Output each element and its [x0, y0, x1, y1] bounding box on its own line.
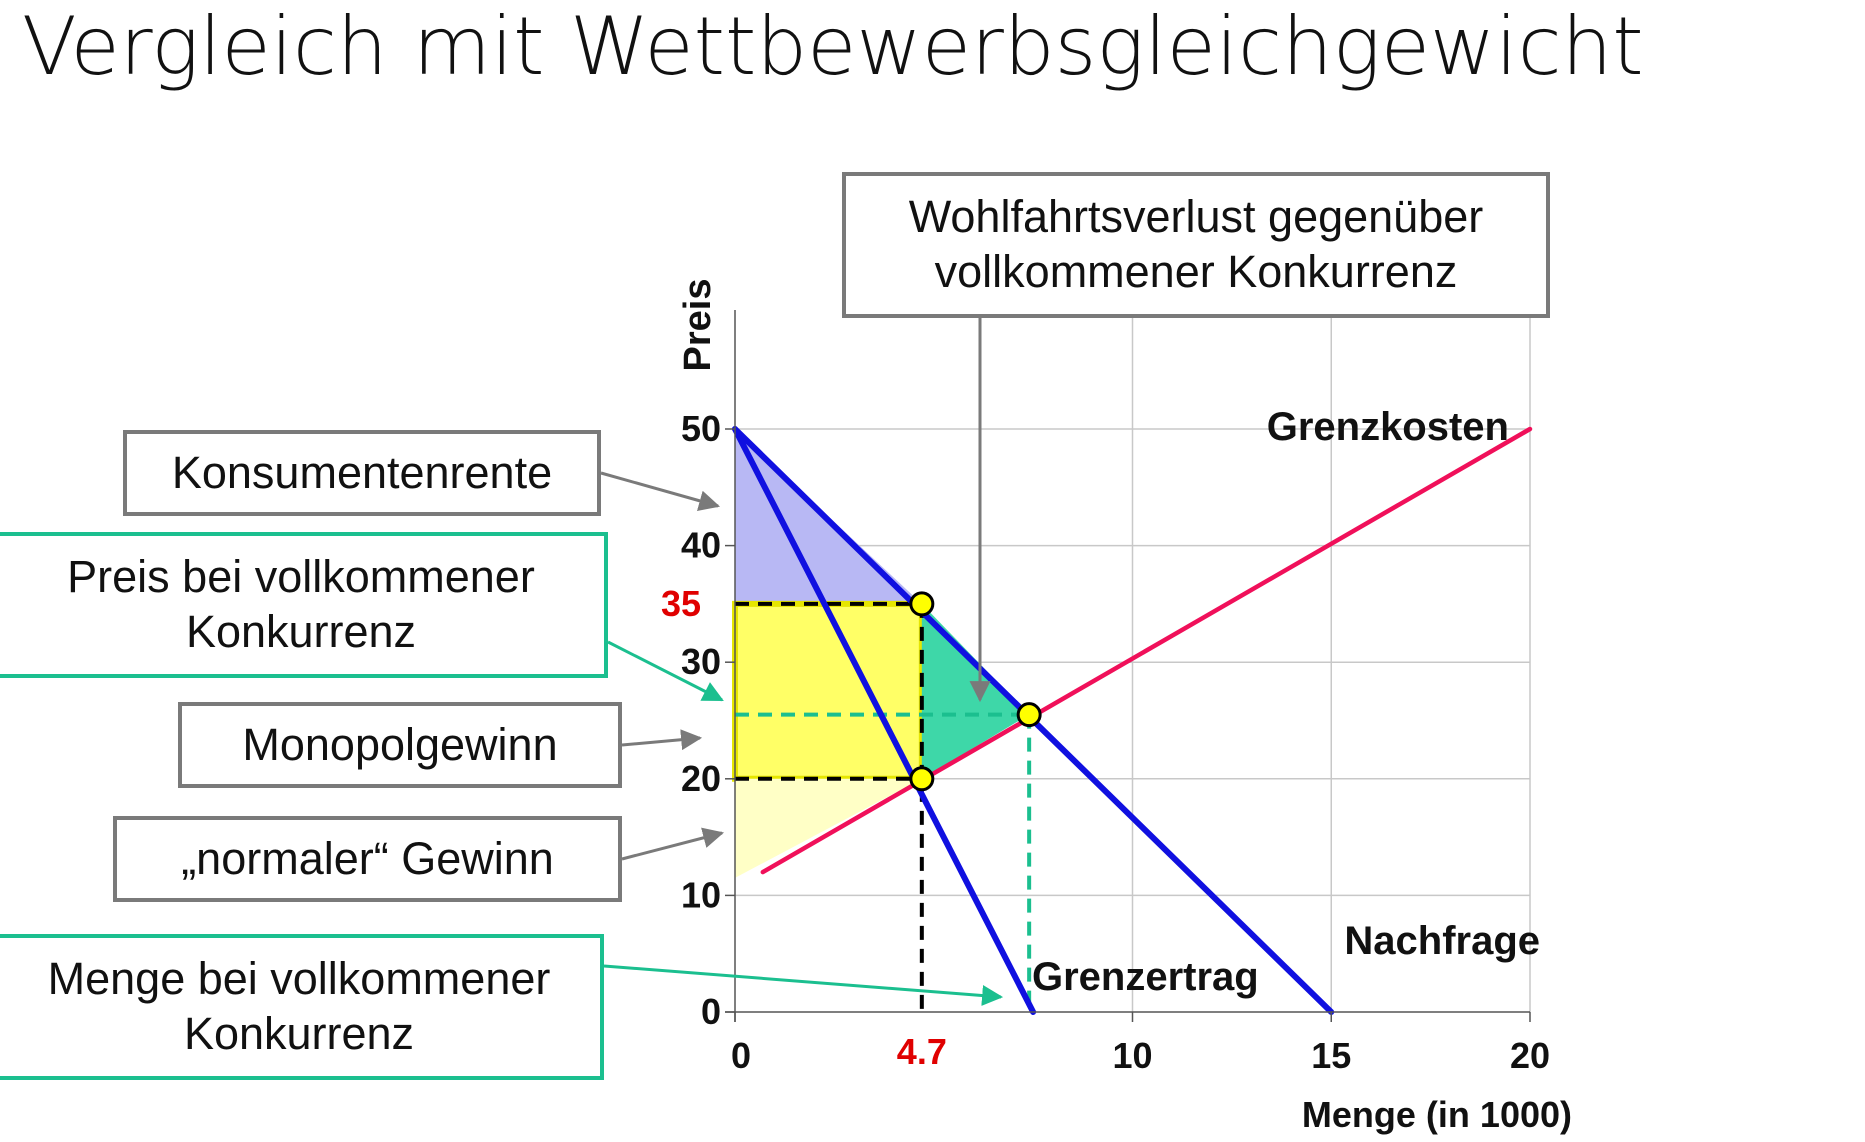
y-tick-label-10: 10 [681, 874, 721, 915]
areas [732, 429, 1030, 878]
callout-welfare-loss-line1: Wohlfahrtsverlust gegenüber [908, 191, 1484, 243]
callout-normal-profit-text: „normaler“ Gewinn [181, 832, 554, 884]
arrow-consumer-surplus [600, 471, 721, 511]
callout-competitive-quantity-line2: Konkurrenz [183, 1008, 415, 1059]
x-tick-label-20: 20 [1510, 1035, 1550, 1076]
label-marginal-revenue: Grenzertrag [1032, 955, 1259, 999]
callout-arrows [600, 318, 1004, 1006]
x-tick-label-15: 15 [1311, 1035, 1351, 1076]
callout-competitive-price-line1: Preis bei vollkommener [67, 551, 535, 603]
callout-consumer-surplus-text: Konsumentenrente [171, 446, 553, 498]
axes [725, 310, 1531, 1022]
x-tick-label-10: 10 [1112, 1035, 1152, 1076]
callout-consumer-surplus: Konsumentenrente [123, 430, 601, 516]
callout-competitive-quantity-line1: Menge bei vollkommener [47, 953, 551, 1005]
point-competitive-equilibrium [1016, 702, 1042, 728]
arrow-competitive-price [607, 640, 724, 702]
arrow-normal-profit [621, 827, 725, 861]
arrow-competitive-quantity [603, 964, 1004, 1006]
y-axis-title: Preis [677, 279, 719, 372]
label-marginal-cost: Grenzkosten [1267, 405, 1509, 449]
monopoly-price-label: 35 [661, 583, 701, 624]
x-axis-title: Menge (in 1000) [1302, 1094, 1572, 1135]
equilibrium-points [909, 591, 1042, 792]
callout-competitive-quantity: Menge bei vollkommener Konkurrenz [0, 934, 604, 1080]
callout-monopoly-profit: Monopolgewinn [178, 702, 622, 788]
y-tick-label-20: 20 [681, 758, 721, 799]
y-tick-label-0: 0 [701, 991, 721, 1032]
callout-monopoly-profit-text: Monopolgewinn [242, 718, 558, 770]
point-monopoly-price [909, 591, 935, 617]
slide-title: Vergleich mit Wettbewerbsgleichgewicht [22, 0, 1644, 93]
label-demand: Nachfrage [1344, 919, 1540, 963]
callout-normal-profit: „normaler“ Gewinn [113, 816, 622, 902]
callout-welfare-loss: Wohlfahrtsverlust gegenüber vollkommener… [842, 172, 1550, 318]
callout-welfare-loss-line2: vollkommener Konkurrenz [934, 246, 1458, 297]
callout-competitive-price-line2: Konkurrenz [185, 606, 417, 657]
area-normal-profit [735, 778, 922, 878]
arrow-monopoly-profit [621, 729, 703, 751]
y-tick-label-40: 40 [681, 525, 721, 566]
point-monopoly-marginal-cost [909, 766, 935, 792]
line-marginal-revenue [732, 426, 1037, 1015]
line-marginal-cost [760, 426, 1533, 875]
y-tick-label-50: 50 [681, 408, 721, 449]
monopoly-quantity-label: 4.7 [897, 1031, 947, 1072]
tick-labels: 0 10 20 30 40 50 0 10 15 20 4.7 35 Menge (in 1000) Pr… [661, 279, 1572, 1135]
series-labels: Nachfrage Grenzertrag Grenzkosten [1032, 405, 1540, 999]
x-tick-label-0: 0 [731, 1035, 751, 1076]
callout-competitive-price: Preis bei vollkommener Konkurrenz [0, 532, 608, 678]
y-tick-label-30: 30 [681, 641, 721, 682]
area-monopoly-profit [732, 600, 925, 782]
